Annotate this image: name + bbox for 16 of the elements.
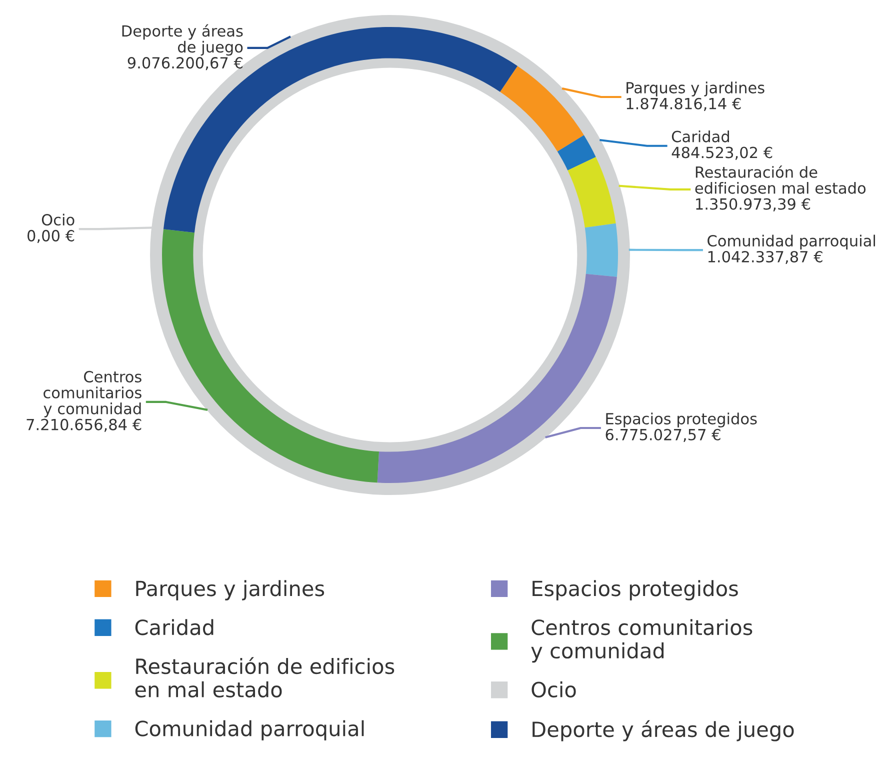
- legend-label: Caridad: [135, 619, 214, 636]
- legend-label: Restauración de edificios en mal estado: [135, 657, 394, 698]
- legend-label: Ocio: [532, 681, 576, 698]
- data-label: Comunidad parroquial 1.042.337,87 €: [708, 234, 876, 264]
- legend-label: Espacios protegidos: [532, 580, 738, 600]
- data-label: Centros comunitarios y comunidad 7.210.656,84 €: [26, 370, 142, 432]
- data-label: Restauración de edificiosen mal estado 1.350.973,39 €: [695, 165, 866, 212]
- data-label: Deporte y áreas de juego 9.076.200,67 €: [122, 24, 243, 70]
- text: Ocio 0,00 €: [28, 214, 74, 244]
- data-label: Caridad 484.523,02 €: [672, 130, 772, 160]
- legend-label: Deporte y áreas de juego: [532, 720, 794, 742]
- legend-label: Parques y jardines: [136, 580, 324, 600]
- legend-label: Comunidad parroquial: [135, 720, 364, 740]
- data-label: Espacios protegidos 6.775.027,57 €: [606, 412, 757, 442]
- legend-label: Centros comunitarios y comunidad: [531, 619, 752, 663]
- data-label: Parques y jardines 1.874.816,14 €: [626, 82, 764, 111]
